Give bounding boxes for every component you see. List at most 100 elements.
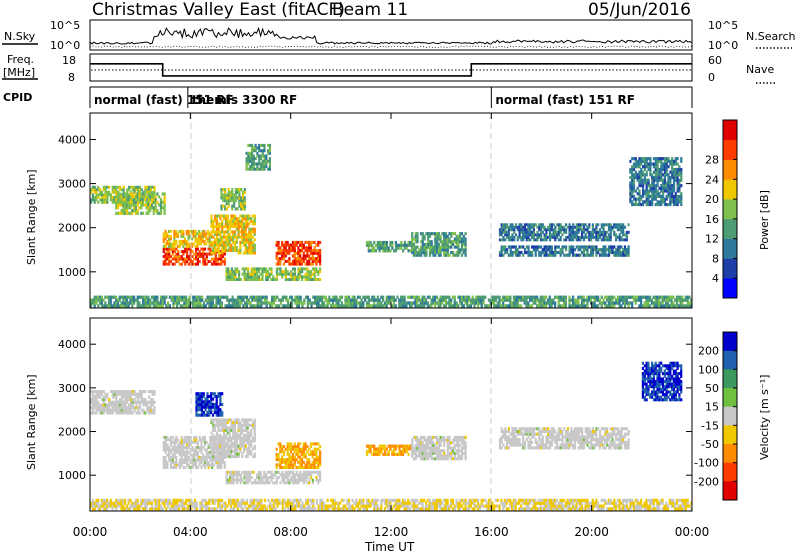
echo-cell [263,162,266,166]
echo-cell [243,278,246,281]
echo-cell [638,162,641,166]
echo-cell [505,507,508,511]
echo-cell [245,151,248,155]
echo-cell [566,501,569,505]
echo-cell [127,211,130,215]
echo-cell [223,230,226,234]
echo-cell [642,189,645,193]
echo-cell [498,233,502,237]
echo-cell [686,295,689,299]
echo-cell [597,223,600,227]
echo-cell [658,194,661,198]
echo-cell [373,501,376,505]
echo-cell [143,192,146,196]
echo-cell [572,301,575,305]
echo-cell [149,185,152,189]
echo-cell [215,214,218,218]
echo-cell [665,301,668,305]
echo-cell [588,295,591,299]
echo-cell [260,304,263,308]
echo-cell [602,228,605,232]
echo-cell [149,188,152,192]
echo-cell [656,194,659,198]
echo-cell [486,304,489,308]
echo-cell [686,301,689,305]
echo-cell [516,501,519,505]
echo-cell [556,245,559,249]
echo-cell [173,229,176,233]
echo-cell [546,298,550,302]
echo-cell [259,278,262,281]
echo-cell [529,507,532,511]
echo-cell [118,498,121,502]
echo-cell [168,250,171,253]
echo-cell [570,298,573,302]
echo-cell [460,504,464,508]
echo-cell [367,504,370,508]
echo-cell [638,170,641,174]
echo-cell [509,295,512,299]
echo-cell [641,295,644,299]
echo-cell [100,392,104,396]
echo-cell [223,214,226,218]
echo-cell [618,501,621,505]
echo-cell [250,248,253,252]
echo-cell [561,498,564,502]
echo-cell [507,235,510,239]
echo-cell [360,501,363,505]
echo-cell [579,253,582,257]
echo-cell [136,504,139,508]
echo-cell [233,298,236,302]
echo-cell [428,253,432,257]
echo-cell [568,253,571,257]
echo-cell [522,238,525,242]
echo-cell [570,230,573,234]
echo-cell [159,304,163,308]
echo-cell [591,225,594,229]
echo-cell [671,173,674,177]
echo-cell [643,501,646,505]
echo-cell [645,501,648,505]
echo-cell [573,504,576,508]
echo-cell [288,246,291,250]
echo-cell [604,233,607,237]
echo-cell [90,304,93,308]
echo-cell [671,162,674,166]
echo-cell [236,207,239,211]
echo-cell [444,501,447,505]
echo-cell [616,295,619,299]
echo-cell [570,245,573,249]
echo-cell [426,507,429,511]
echo-cell [557,507,560,511]
echo-cell [660,176,663,180]
echo-cell [107,501,111,505]
echo-cell [193,498,197,502]
echo-cell [225,278,228,281]
echo-cell [275,270,278,274]
echo-cell [233,504,236,508]
echo-cell [623,233,627,237]
echo-cell [613,295,616,299]
echo-cell [403,246,406,250]
echo-cell [253,246,256,250]
echo-cell [625,250,628,255]
echo-cell [319,295,322,299]
n-sky-trace [89,26,693,45]
echo-cell [645,162,648,166]
echo-cell [446,498,449,502]
echo-cell [507,228,510,232]
echo-cell [645,304,648,308]
echo-cell [455,237,458,241]
echo-cell [136,498,139,502]
echo-cell [477,304,480,308]
echo-cell [222,199,225,203]
echo-cell [403,504,406,508]
echo-cell [287,298,290,302]
echo-cell [115,390,118,394]
echo-cell [502,507,505,511]
echo-cell [315,249,318,253]
echo-cell [496,498,499,502]
echo-cell [658,170,661,174]
echo-cell [640,157,643,161]
echo-cell [498,504,501,508]
